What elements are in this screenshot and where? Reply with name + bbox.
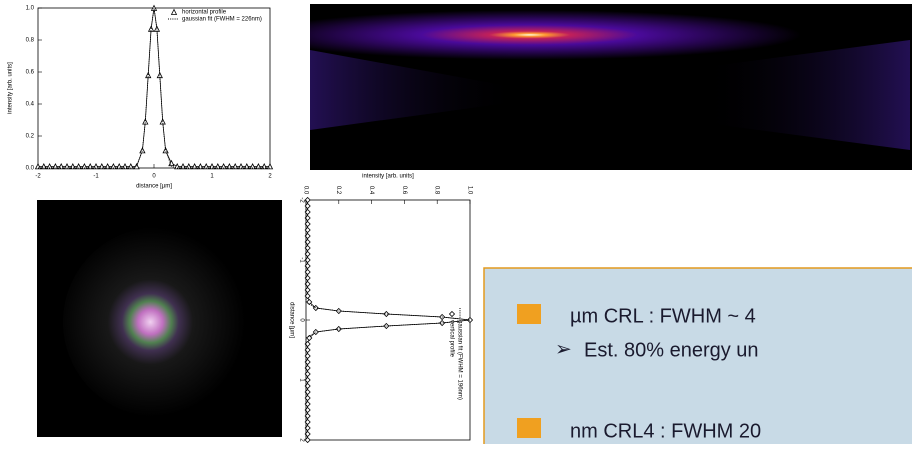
bullet	[517, 418, 541, 438]
data-point	[174, 163, 181, 170]
data-point	[304, 214, 311, 222]
data-point	[304, 238, 311, 246]
legend-label: horizontal profile	[182, 10, 227, 16]
data-point	[150, 4, 158, 11]
data-point	[237, 163, 245, 170]
text-line: µm CRL : FWHM ~ 4	[570, 305, 756, 327]
y-tick-label: 0.2	[26, 134, 35, 140]
data-point	[185, 163, 192, 170]
y-tick-label: 0.4	[368, 186, 374, 195]
series-line	[38, 7, 270, 167]
y-tick-label: 0.8	[434, 186, 440, 195]
y-tick-label: 0.4	[26, 102, 35, 108]
bullet	[517, 304, 541, 324]
series-line	[38, 7, 270, 169]
data-point	[139, 147, 146, 154]
data-point	[304, 256, 311, 264]
plot-frame	[305, 199, 471, 441]
text-box: µm CRL : FWHM ~ 4 ➢ Est. 80% energy un n…	[483, 267, 912, 449]
data-point	[466, 316, 474, 324]
y-tick-label: 0.6	[26, 70, 35, 76]
x-tick-label: -1	[298, 257, 304, 263]
data-point	[304, 382, 311, 390]
data-point	[304, 424, 311, 432]
x-tick-label: -2	[298, 197, 304, 203]
text-line: Est. 80% energy un	[584, 339, 759, 361]
data-point	[110, 163, 117, 170]
spot	[63, 227, 253, 417]
data-point	[220, 163, 227, 170]
legend-label: gaussian fit (FWHM = 196nm)	[456, 320, 462, 400]
x-tick-label: 2	[298, 438, 304, 442]
y-tick-label: 0.8	[26, 38, 35, 44]
data-point	[304, 280, 311, 288]
box	[483, 267, 912, 449]
data-point	[170, 8, 178, 15]
data-point	[92, 163, 100, 170]
x-tick-label: -1	[93, 174, 99, 180]
x-axis-label: distance [µm]	[288, 302, 294, 338]
data-point	[168, 159, 175, 167]
data-point	[383, 310, 390, 318]
data-point	[304, 430, 311, 438]
data-point	[46, 163, 53, 170]
data-point	[304, 364, 311, 372]
x-tick-label: 0	[298, 318, 304, 322]
x-tick-label: -2	[35, 174, 41, 180]
x-tick-label: 2	[268, 174, 272, 180]
arrow-bullet: ➢	[555, 338, 572, 360]
y-tick-label: 0.6	[401, 186, 407, 195]
data-point	[203, 163, 210, 170]
plot-frame	[37, 7, 271, 169]
x-axis-label: distance [µm]	[136, 184, 172, 190]
data-point	[304, 406, 311, 414]
y-tick-label: 1.0	[26, 6, 35, 12]
y-axis-label: intensity [arb. units]	[362, 174, 414, 180]
series-line	[307, 200, 471, 440]
text-line: nm CRL4 : FWHM 20	[570, 420, 761, 442]
data-point	[304, 358, 311, 366]
data-point	[448, 310, 456, 318]
data-point	[439, 319, 446, 327]
data-point	[249, 163, 256, 170]
legend-label: vertical profile	[448, 320, 454, 358]
beam-fan	[310, 40, 910, 150]
data-point	[162, 147, 169, 154]
data-point	[304, 196, 311, 204]
data-point	[304, 232, 311, 240]
data-point	[63, 163, 71, 170]
data-point	[335, 325, 342, 333]
data-point	[34, 163, 42, 170]
y-tick-label: 0.0	[26, 166, 35, 172]
series-line	[305, 200, 471, 440]
y-axis-label: intensity [arb. units]	[8, 62, 14, 114]
data-point	[145, 71, 152, 79]
data-point	[312, 304, 319, 312]
data-point	[142, 118, 149, 125]
y-tick-label: 1.0	[466, 186, 472, 195]
x-tick-label: 0	[152, 174, 156, 180]
data-point	[127, 163, 134, 170]
x-tick-label: 1	[210, 174, 214, 180]
legend-label: gaussian fit (FWHM = 226nm)	[182, 17, 262, 23]
data-point	[232, 163, 239, 170]
y-tick-label: 0.0	[302, 186, 308, 195]
x-tick-label: 1	[298, 378, 304, 382]
data-point	[81, 163, 88, 170]
data-point	[266, 163, 274, 170]
y-tick-label: 0.2	[335, 186, 341, 195]
data-point	[304, 340, 311, 348]
